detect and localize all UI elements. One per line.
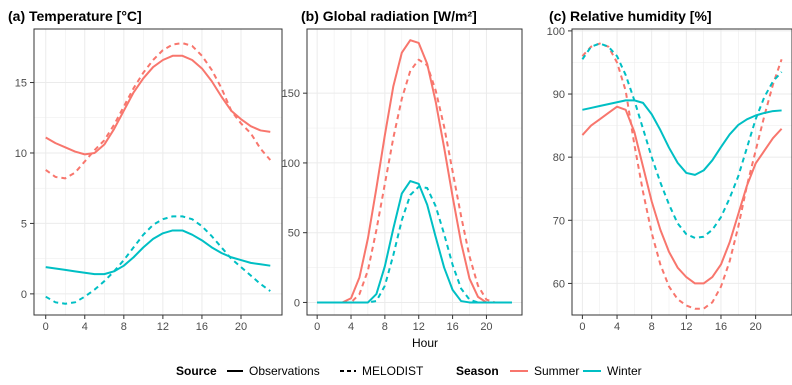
series-line-winter-melodist bbox=[581, 42, 783, 239]
y-tick-label: 5 bbox=[21, 218, 27, 230]
x-axis-label: Hour bbox=[412, 336, 438, 350]
y-tick-label: 60 bbox=[553, 278, 565, 290]
series-line-summer-observations bbox=[45, 54, 271, 156]
y-tick-label: 0 bbox=[21, 289, 27, 301]
series-line-summer-melodist bbox=[581, 42, 783, 310]
ticks: 0 4 8 12 16 20 0 5 10 15 bbox=[15, 78, 247, 333]
series-lines bbox=[581, 42, 783, 310]
x-tick-label: 16 bbox=[196, 321, 208, 333]
ticks: 0 4 8 12 16 20 0 50 100 150 bbox=[282, 88, 493, 333]
series-line-winter-melodist bbox=[45, 215, 271, 305]
panel-border bbox=[33, 28, 283, 316]
y-tick-label: 70 bbox=[553, 215, 565, 227]
ticks: 0 4 8 12 16 20 60 70 80 90 100 bbox=[547, 26, 762, 333]
y-tick-label: 100 bbox=[282, 158, 300, 170]
x-tick-label: 0 bbox=[314, 321, 320, 333]
panel-title: (a) Temperature [°C] bbox=[8, 8, 142, 24]
panel-border bbox=[306, 28, 523, 316]
x-tick-label: 4 bbox=[348, 321, 354, 333]
y-tick-label: 80 bbox=[553, 152, 565, 164]
panel-2: (b) Global radiation [W/m²] 0 4 8 12 16 20 0 50 1… bbox=[282, 8, 523, 333]
x-tick-label: 8 bbox=[121, 321, 127, 333]
x-tick-label: 0 bbox=[579, 321, 585, 333]
legend-label-melodist: MELODIST bbox=[362, 364, 424, 378]
grid bbox=[34, 29, 282, 315]
legend-source-title: Source bbox=[176, 364, 217, 378]
y-tick-label: 150 bbox=[282, 88, 300, 100]
x-tick-label: 16 bbox=[715, 321, 727, 333]
panel-title: (c) Relative humidity [%] bbox=[549, 8, 712, 24]
series-lines bbox=[45, 42, 272, 305]
series-line-summer-melodist bbox=[45, 42, 272, 180]
y-tick-label: 15 bbox=[15, 78, 27, 90]
legend: Source Observations MELODIST Season Summ… bbox=[176, 364, 642, 378]
x-tick-label: 20 bbox=[480, 321, 492, 333]
series-lines bbox=[317, 39, 512, 304]
x-tick-label: 12 bbox=[157, 321, 169, 333]
y-tick-label: 50 bbox=[288, 228, 300, 240]
x-tick-label: 4 bbox=[82, 321, 88, 333]
x-tick-label: 8 bbox=[649, 321, 655, 333]
series-line-winter-observations bbox=[45, 229, 271, 276]
chart-panels: (a) Temperature [°C] 0 4 8 12 16 20 0 5 10 15 (b) G… bbox=[8, 8, 792, 333]
x-tick-label: 8 bbox=[382, 321, 388, 333]
y-tick-label: 0 bbox=[294, 297, 300, 309]
series-line-winter-observations bbox=[317, 180, 512, 304]
legend-label-summer: Summer bbox=[534, 364, 579, 378]
y-tick-label: 10 bbox=[15, 148, 27, 160]
legend-label-observations: Observations bbox=[249, 364, 320, 378]
x-tick-label: 16 bbox=[446, 321, 458, 333]
y-tick-label: 100 bbox=[547, 26, 565, 38]
panel-title: (b) Global radiation [W/m²] bbox=[301, 8, 477, 24]
panel-3: (c) Relative humidity [%] 0 4 8 12 16 20 60 70 80… bbox=[547, 8, 792, 333]
x-tick-label: 0 bbox=[43, 321, 49, 333]
x-tick-label: 20 bbox=[749, 321, 761, 333]
grid bbox=[307, 29, 522, 315]
legend-label-winter: Winter bbox=[607, 364, 642, 378]
series-line-winter-observations bbox=[582, 99, 782, 176]
x-tick-label: 4 bbox=[614, 321, 620, 333]
series-line-winter-melodist bbox=[317, 185, 512, 304]
panel-1: (a) Temperature [°C] 0 4 8 12 16 20 0 5 10 15 bbox=[8, 8, 283, 333]
series-line-summer-observations bbox=[317, 39, 512, 304]
series-line-summer-melodist bbox=[317, 58, 512, 304]
x-tick-label: 20 bbox=[235, 321, 247, 333]
legend-season-title: Season bbox=[456, 364, 499, 378]
x-tick-label: 12 bbox=[680, 321, 692, 333]
panel-border bbox=[571, 28, 792, 316]
x-tick-label: 12 bbox=[413, 321, 425, 333]
y-tick-label: 90 bbox=[553, 89, 565, 101]
